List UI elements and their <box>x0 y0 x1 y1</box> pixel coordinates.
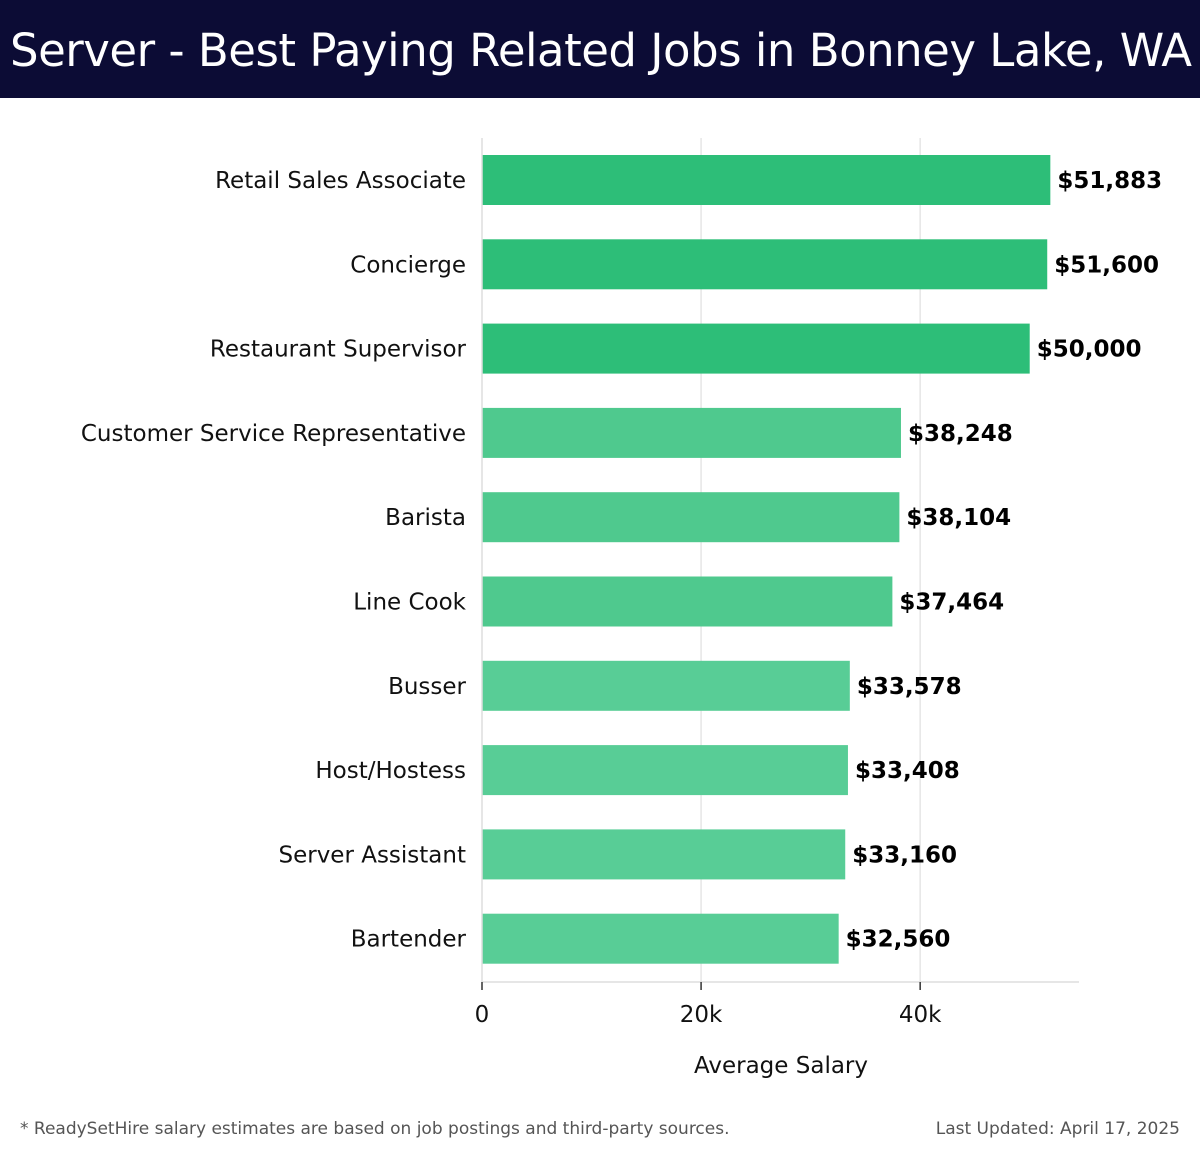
x-tick-label: 0 <box>475 1002 490 1028</box>
x-tick-label: 20k <box>680 1002 723 1028</box>
chart-header: Server - Best Paying Related Jobs in Bon… <box>0 0 1200 98</box>
category-label: Restaurant Supervisor <box>210 337 467 363</box>
labels: 0 20k 40k Retail Sales Associate $51,883 Conc… <box>81 168 1162 1028</box>
value-label: $51,600 <box>1054 252 1159 278</box>
axes <box>481 138 1079 990</box>
value-label: $38,248 <box>908 421 1013 447</box>
bars <box>482 155 1051 964</box>
bar <box>482 407 901 458</box>
bar <box>482 239 1048 290</box>
value-label: $32,560 <box>846 927 951 953</box>
category-label: Retail Sales Associate <box>215 168 466 194</box>
bar <box>482 323 1030 374</box>
bar <box>482 576 893 627</box>
value-label: $33,408 <box>855 758 960 784</box>
chart-title: Server - Best Paying Related Jobs in Bon… <box>10 24 1192 77</box>
bar <box>482 660 850 711</box>
category-label: Busser <box>388 674 466 700</box>
value-label: $37,464 <box>899 590 1004 616</box>
footer-updated: Last Updated: April 17, 2025 <box>935 1119 1180 1139</box>
x-tick-label: 40k <box>899 1002 942 1028</box>
bar <box>482 913 839 964</box>
value-label: $51,883 <box>1057 168 1162 194</box>
bar <box>482 155 1051 205</box>
category-label: Line Cook <box>353 590 466 616</box>
category-label: Server Assistant <box>278 842 466 868</box>
bar <box>482 492 900 543</box>
value-label: $38,104 <box>906 505 1011 531</box>
bar <box>482 829 846 880</box>
value-label: $33,160 <box>852 842 957 868</box>
value-label: $50,000 <box>1037 337 1142 363</box>
x-axis-title: Average Salary <box>694 1053 868 1079</box>
category-label: Customer Service Representative <box>81 421 466 447</box>
bar <box>482 745 848 796</box>
category-label: Bartender <box>351 927 467 953</box>
value-label: $33,578 <box>857 674 962 700</box>
footer-note: * ReadySetHire salary estimates are base… <box>20 1119 730 1139</box>
category-label: Concierge <box>350 252 466 278</box>
category-label: Barista <box>385 505 466 531</box>
category-label: Host/Hostess <box>315 758 466 784</box>
